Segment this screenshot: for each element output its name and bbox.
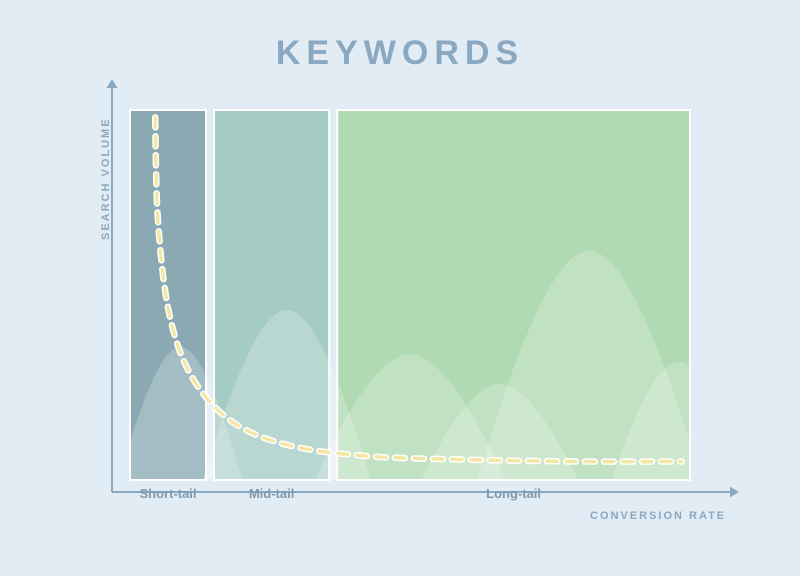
keywords-chart (0, 0, 800, 576)
region-label-mid: Mid-tail (249, 486, 295, 501)
x-axis-arrow (730, 487, 739, 498)
region-label-long: Long-tail (486, 486, 541, 501)
x-axis-label: CONVERSION RATE (590, 510, 726, 522)
y-axis-arrow (107, 79, 118, 88)
region-label-short: Short-tail (139, 486, 196, 501)
y-axis-label: SEARCH VOLUME (100, 117, 112, 240)
